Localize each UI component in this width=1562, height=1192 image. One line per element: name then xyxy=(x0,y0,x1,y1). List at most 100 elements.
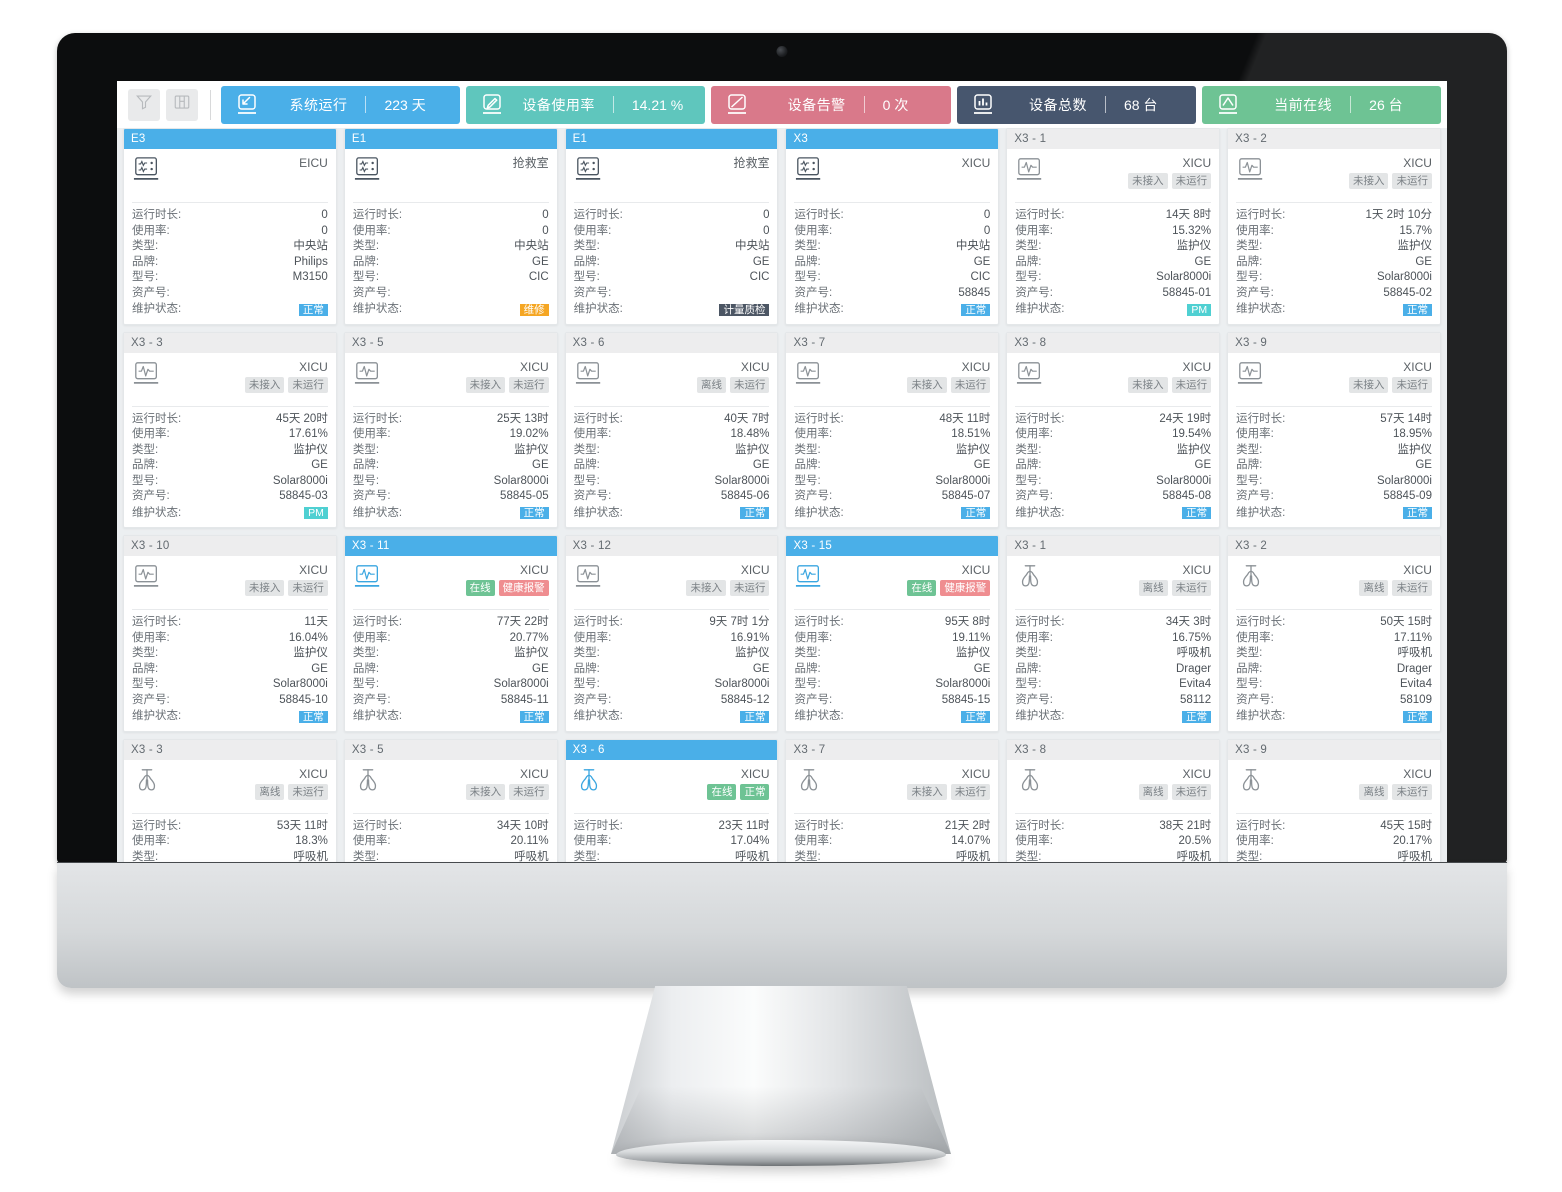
card-fields: 运行时长: 50天 15时 使用率: 17.11% 类型: 呼吸机 品牌: Drager 型号:… xyxy=(1228,610,1440,731)
device-card[interactable]: X3 - 11 XICU 在线 健康报警 运行时长: 77天 22时 使用率: 20.77% 类… xyxy=(343,535,558,732)
device-card[interactable]: X3 - 10 XICU 未接入 未运行 运行时长: 11天 使用率: 16.04% 类型: 监护… xyxy=(123,535,337,732)
status-badge: 未运行 xyxy=(729,580,770,596)
field-label: 型号: xyxy=(1236,474,1263,487)
device-card[interactable]: X3 - 3 XICU 未接入 未运行 运行时长: 45天 20时 使用率: 17.61% 类型… xyxy=(123,331,337,528)
bed-label: X3 - 8 xyxy=(1014,743,1047,756)
department-label: XICU xyxy=(1182,766,1212,781)
field-row: 型号: Solar8000i xyxy=(1236,270,1432,286)
field-value: 17.04% xyxy=(730,835,770,847)
field-label: 型号: xyxy=(1015,474,1042,487)
field-value: 18.3% xyxy=(295,835,328,847)
badge-group: 未接入 未运行 xyxy=(907,376,991,393)
ventilator-lungs-icon xyxy=(132,767,162,795)
card-fields: 运行时长: 57天 14时 使用率: 18.95% 类型: 监护仪 品牌: GE 型号: Sola… xyxy=(1228,407,1440,528)
status-badge: 未接入 xyxy=(244,376,285,393)
filter-button[interactable] xyxy=(128,88,160,121)
field-value: 监护仪 xyxy=(1397,443,1432,456)
card-top: XICU 未接入 未运行 xyxy=(1228,149,1440,202)
field-label: 使用率: xyxy=(132,428,170,440)
device-card[interactable]: X3 - 9 XICU 离线 未运行 运行时长: 45天 15时 使用率: 20.17% 类型:… xyxy=(1227,738,1441,863)
device-card[interactable]: X3 - 15 XICU 在线 健康报警 运行时长: 95天 8时 使用率: 19.11% 类型… xyxy=(785,535,1000,732)
field-value: 18.95% xyxy=(1392,428,1432,440)
field-value: Solar8000i xyxy=(935,474,991,487)
device-card[interactable]: X3 - 7 XICU 未接入 未运行 运行时长: 48天 11时 使用率: 18.51% 类型… xyxy=(785,331,1000,528)
field-row-maintenance: 维护状态: 计量质检 xyxy=(574,302,770,318)
device-card[interactable]: E3 EICU 运行时长: 0 使用率: 0 类型: 中央站 品牌: Philips 型号: M315… xyxy=(123,128,337,325)
device-card[interactable]: X3 - 6 XICU 在线 正常 运行时长: 23天 11时 使用率: 17.04% 类型: 呼… xyxy=(564,738,779,864)
device-card[interactable]: X3 - 1 XICU 离线 未运行 运行时长: 34天 3时 使用率: 16.75% 类型: 呼… xyxy=(1006,535,1221,732)
card-header: X3 - 8 xyxy=(1007,332,1220,353)
field-row: 使用率: 0 xyxy=(353,224,549,240)
field-value: 监护仪 xyxy=(514,647,549,659)
bed-label: X3 xyxy=(793,133,808,145)
kpi-label: 当前在线 xyxy=(1274,96,1333,113)
device-card[interactable]: X3 - 8 XICU 离线 未运行 运行时长: 38天 21时 使用率: 20.5% 类型: 呼… xyxy=(1006,738,1221,863)
badge-group: 未接入 未运行 xyxy=(1348,173,1432,189)
field-row: 类型: 呼吸机 xyxy=(1015,646,1211,662)
field-label: 型号: xyxy=(1236,678,1263,690)
maintenance-value: 正常 xyxy=(1402,710,1432,723)
device-card[interactable]: E1 抢救室 运行时长: 0 使用率: 0 类型: 中央站 品牌: GE 型号: CIC 资产号: 维护状… xyxy=(343,128,558,325)
card-fields: 运行时长: 0 使用率: 0 类型: 中央站 品牌: GE 型号: CIC 资产号: 维护状态: 维修 xyxy=(345,203,557,324)
kpi-value: 68 台 xyxy=(1123,96,1158,113)
field-label: 使用率: xyxy=(573,835,612,847)
card-header: X3 - 2 xyxy=(1228,129,1440,149)
device-card[interactable]: X3 - 3 XICU 离线 未运行 运行时长: 53天 11时 使用率: 18.3% 类型: 呼… xyxy=(123,738,337,863)
device-card[interactable]: X3 - 5 XICU 未接入 未运行 运行时长: 34天 10时 使用率: 20.11% 类型… xyxy=(343,738,558,863)
card-top: XICU 未接入 未运行 xyxy=(124,353,336,406)
field-value: GE xyxy=(973,459,991,471)
field-value: 17.11% xyxy=(1393,631,1432,644)
device-card[interactable]: X3 - 8 XICU 未接入 未运行 运行时长: 24天 19时 使用率: 19.54% 类型… xyxy=(1006,331,1221,528)
maintenance-value: 正常 xyxy=(1182,710,1212,723)
field-row: 品牌: GE xyxy=(353,662,549,678)
field-label: 类型: xyxy=(1236,647,1263,659)
field-value: Solar8000i xyxy=(935,678,991,690)
device-card[interactable]: X3 - 5 XICU 未接入 未运行 运行时长: 25天 13时 使用率: 19.02% 类型… xyxy=(343,331,558,528)
device-card[interactable]: X3 - 6 XICU 离线 未运行 运行时长: 40天 7时 使用率: 18.48% 类型: 监… xyxy=(564,331,779,528)
field-row: 资产号: 58109 xyxy=(1236,693,1432,709)
field-row: 型号: Solar8000i xyxy=(1015,270,1211,286)
kpi-tile-4[interactable]: 当前在线 26 台 xyxy=(1201,85,1442,124)
field-value: 48天 11时 xyxy=(939,412,991,425)
device-card[interactable]: X3 XICU 运行时长: 0 使用率: 0 类型: 中央站 品牌: GE 型号: CIC 资产号: 58… xyxy=(785,128,1000,325)
kpi-tile-2[interactable]: 设备告警 0 次 xyxy=(711,85,951,124)
field-value: 监护仪 xyxy=(955,647,991,659)
department-label: XICU xyxy=(1403,563,1432,577)
field-value: Solar8000i xyxy=(714,474,770,487)
field-row: 使用率: 20.11% xyxy=(353,834,549,850)
device-card[interactable]: E1 抢救室 运行时长: 0 使用率: 0 类型: 中央站 品牌: GE 型号: CIC 资产号: 维护状… xyxy=(564,128,779,325)
device-card[interactable]: X3 - 1 XICU 未接入 未运行 运行时长: 14天 8时 使用率: 15.32% 类型:… xyxy=(1006,128,1221,325)
card-fields: 运行时长: 0 使用率: 0 类型: 中央站 品牌: GE 型号: CIC 资产号: 维护状态: 计量质… xyxy=(566,203,778,324)
field-label: 使用率: xyxy=(352,631,391,644)
kpi-tile-1[interactable]: 设备使用率 14.21 % xyxy=(466,85,706,124)
card-meta: XICU 未接入 未运行 xyxy=(1348,156,1432,189)
kpi-tile-3[interactable]: 设备总数 68 台 xyxy=(956,85,1196,124)
field-value: 40天 7时 xyxy=(724,412,770,425)
field-row: 资产号: 58845-06 xyxy=(574,489,770,505)
kpi-content: 设备告警 0 次 xyxy=(751,95,944,115)
field-value: 中央站 xyxy=(955,240,991,252)
status-badge: 未运行 xyxy=(1171,580,1212,596)
card-top: XICU 未接入 未运行 xyxy=(1007,353,1219,406)
screen-viewport: 系统运行 223 天 设备使用率 14.21 % 设备告警 0 次 设备总数 68 台 当前在线… xyxy=(117,81,1447,863)
device-card[interactable]: X3 - 12 XICU 未接入 未运行 运行时长: 9天 7时 1分 使用率: 16.91%… xyxy=(564,535,779,732)
card-fields: 运行时长:23天 11时使用率:17.04%类型:呼吸机品牌:Drager型号:… xyxy=(566,814,778,864)
status-badge: 离线 xyxy=(696,376,726,393)
card-divider xyxy=(352,812,549,814)
device-card[interactable]: X3 - 9 XICU 未接入 未运行 运行时长: 57天 14时 使用率: 18.95% 类型… xyxy=(1227,331,1441,528)
kpi-tile-0[interactable]: 系统运行 223 天 xyxy=(221,85,461,124)
field-value: Drager xyxy=(1175,662,1212,675)
field-value: 监护仪 xyxy=(514,443,549,456)
field-row: 资产号: 58845-07 xyxy=(794,489,990,505)
field-value: 38天 21时 xyxy=(1159,819,1212,832)
field-label: 使用率: xyxy=(1236,428,1274,440)
badge-group: 未接入 未运行 xyxy=(244,376,328,393)
device-card[interactable]: X3 - 2 XICU 离线 未运行 运行时长: 50天 15时 使用率: 17.11% 类型:… xyxy=(1227,535,1441,732)
layout-button[interactable] xyxy=(166,88,198,121)
device-card[interactable]: X3 - 7 XICU 未接入 未运行 运行时长: 21天 2时 使用率: 14.07% 类型:… xyxy=(785,738,1000,863)
field-row: 资产号: 58845 xyxy=(794,286,990,302)
field-row: 运行时长: 23天 11时 xyxy=(574,819,770,835)
device-card[interactable]: X3 - 2 XICU 未接入 未运行 运行时长: 1天 2时 10分 使用率: 15.7% 类… xyxy=(1227,128,1441,325)
field-label: 类型: xyxy=(352,647,380,659)
maintenance-badge: 正常 xyxy=(519,710,549,723)
